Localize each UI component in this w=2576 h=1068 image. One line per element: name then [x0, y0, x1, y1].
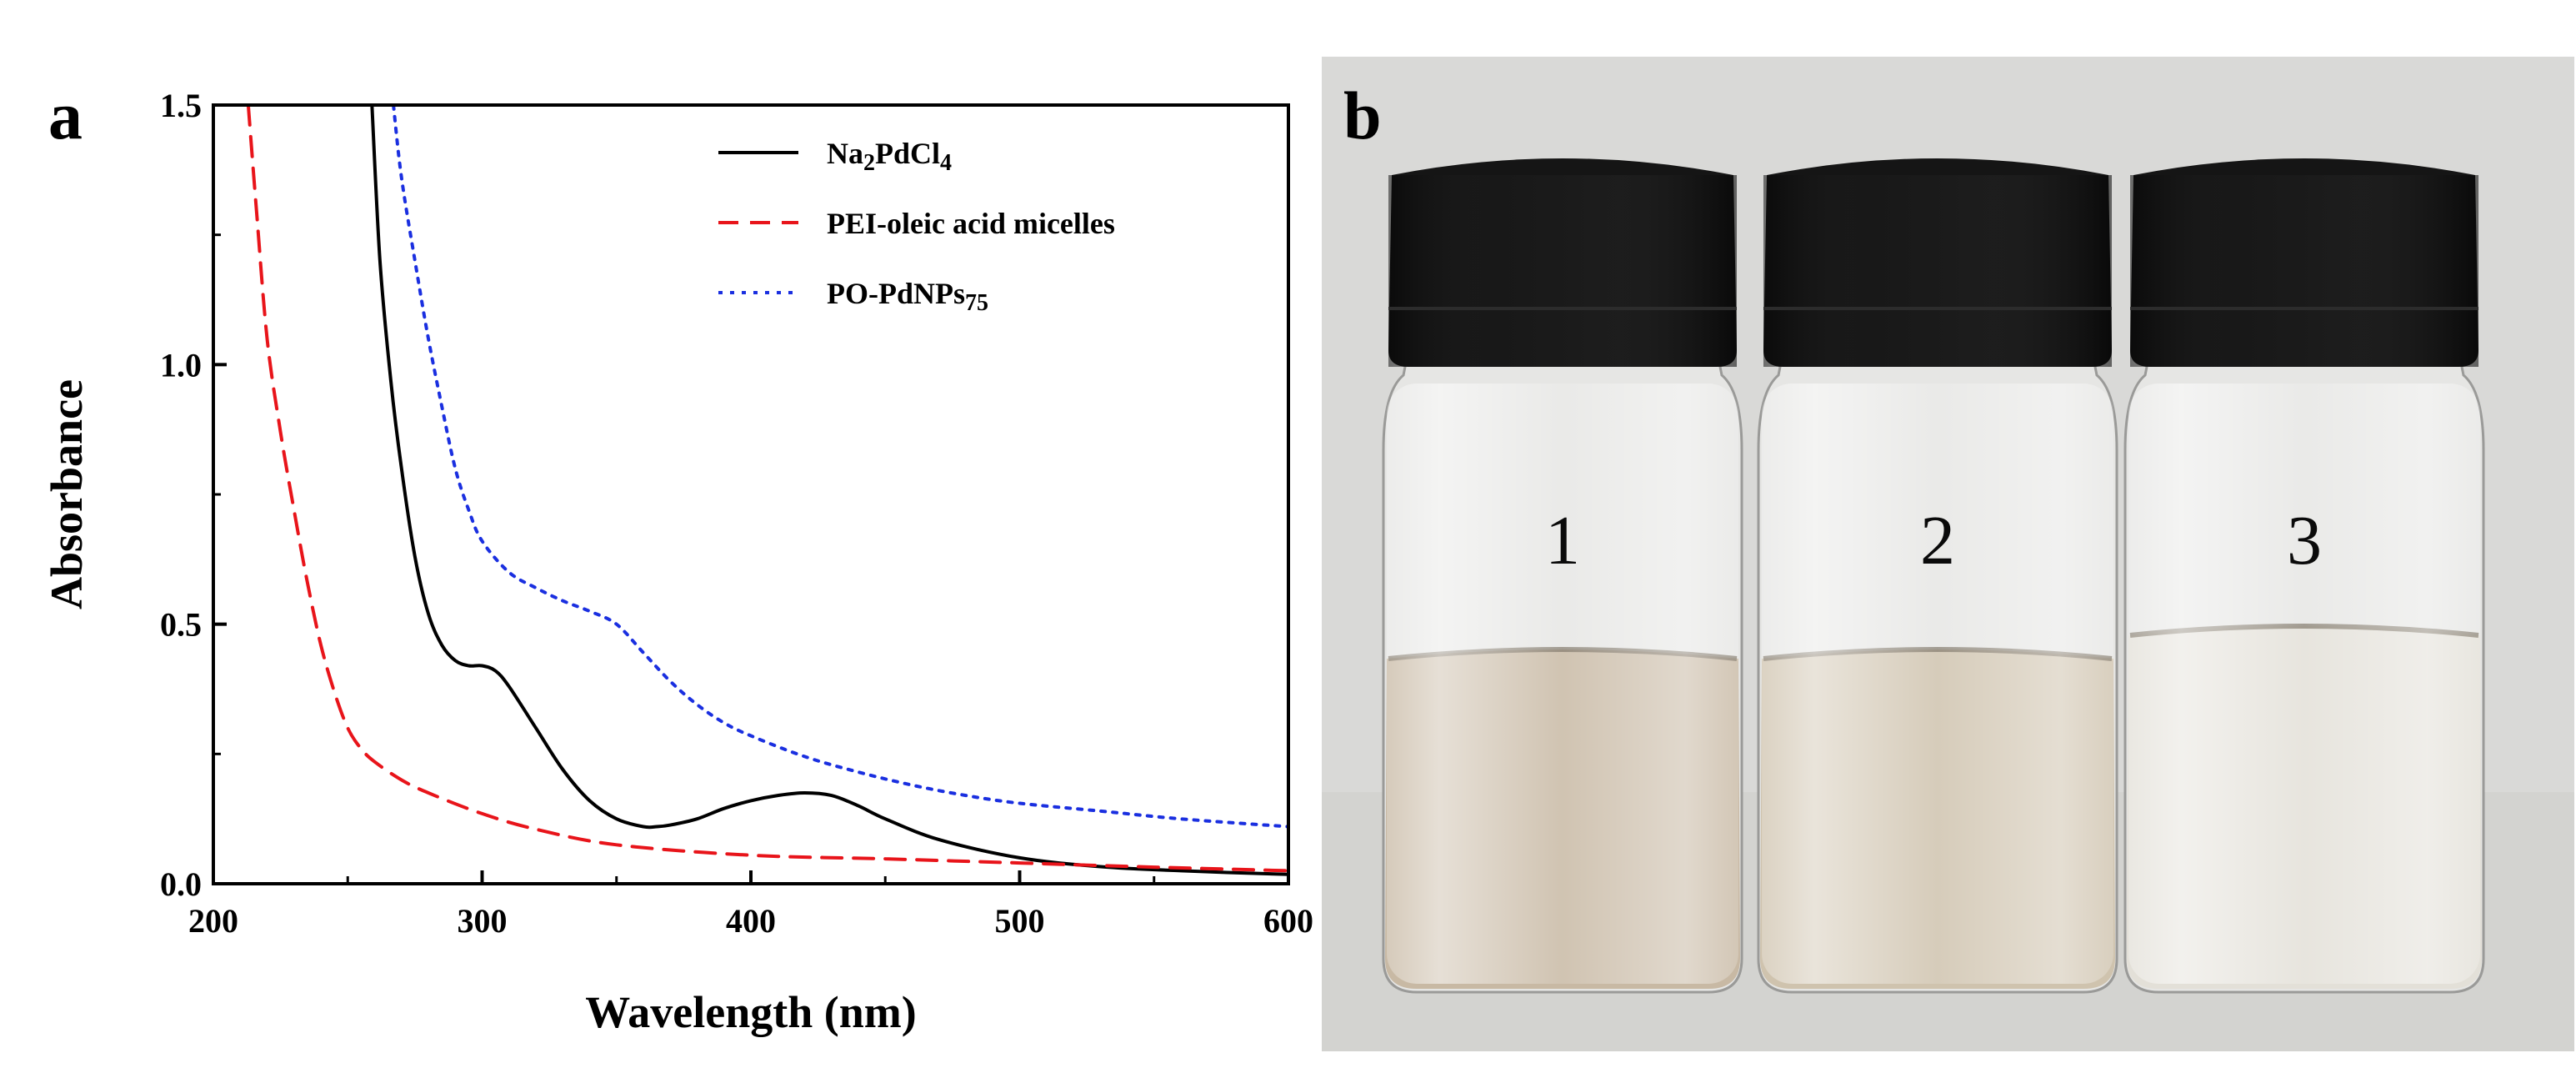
x-tick-label: 500 [995, 902, 1045, 940]
legend-label-2: PEI-oleic acid micelles [827, 207, 1115, 240]
plot-area: 200 300 400 500 600 0.0 0.5 1.0 1.5 [160, 87, 1313, 940]
x-axis-title: Wavelength (nm) [585, 987, 917, 1037]
vial-cap-shade [2130, 175, 2478, 367]
vials-photo: b 1 2 3 [1322, 57, 2574, 1051]
vial-cap-shade [1388, 175, 1737, 367]
plot-background [213, 105, 1288, 884]
vial-number-label: 3 [2287, 502, 2322, 579]
vial-highlight [2128, 384, 2480, 984]
vial-cap-shade [1763, 175, 2112, 367]
vial-1: 1 [1382, 158, 1743, 994]
vials: 1 2 3 [1382, 158, 2485, 994]
y-tick-label: 0.5 [160, 606, 202, 644]
series-layer [246, 105, 1288, 876]
x-tick-label: 200 [188, 902, 238, 940]
vial-number-label: 2 [1920, 502, 1955, 579]
x-tick-label: 400 [726, 902, 776, 940]
legend-label-1: Na2PdCl4 [827, 137, 952, 176]
vial-2: 2 [1757, 158, 2118, 994]
x-tick-label: 600 [1263, 902, 1313, 940]
series-line-3 [392, 105, 1288, 829]
y-tick-label: 1.0 [160, 346, 202, 384]
y-tick-label: 0.0 [160, 865, 202, 903]
x-tick-label: 300 [458, 902, 508, 940]
vial-number-label: 1 [1545, 502, 1580, 579]
legend: Na2PdCl4 PEI-oleic acid micelles PO-PdNPs7… [718, 137, 1115, 316]
series-line-2 [246, 105, 1288, 873]
x-axis-ticks: 200 300 400 500 600 [188, 870, 1313, 940]
legend-label-3: PO-PdNPs75 [827, 277, 988, 316]
y-axis-ticks: 0.0 0.5 1.0 1.5 [160, 87, 227, 903]
vial-highlight [1762, 384, 2113, 984]
panel-letter-b: b [1343, 78, 1382, 153]
vial-3: 3 [2123, 158, 2485, 994]
series-line-1 [370, 105, 1288, 876]
vial-highlight [1387, 384, 1738, 984]
y-tick-label: 1.5 [160, 87, 202, 124]
panel-letter-a: a [48, 78, 83, 153]
y-axis-title: Absorbance [42, 379, 92, 609]
